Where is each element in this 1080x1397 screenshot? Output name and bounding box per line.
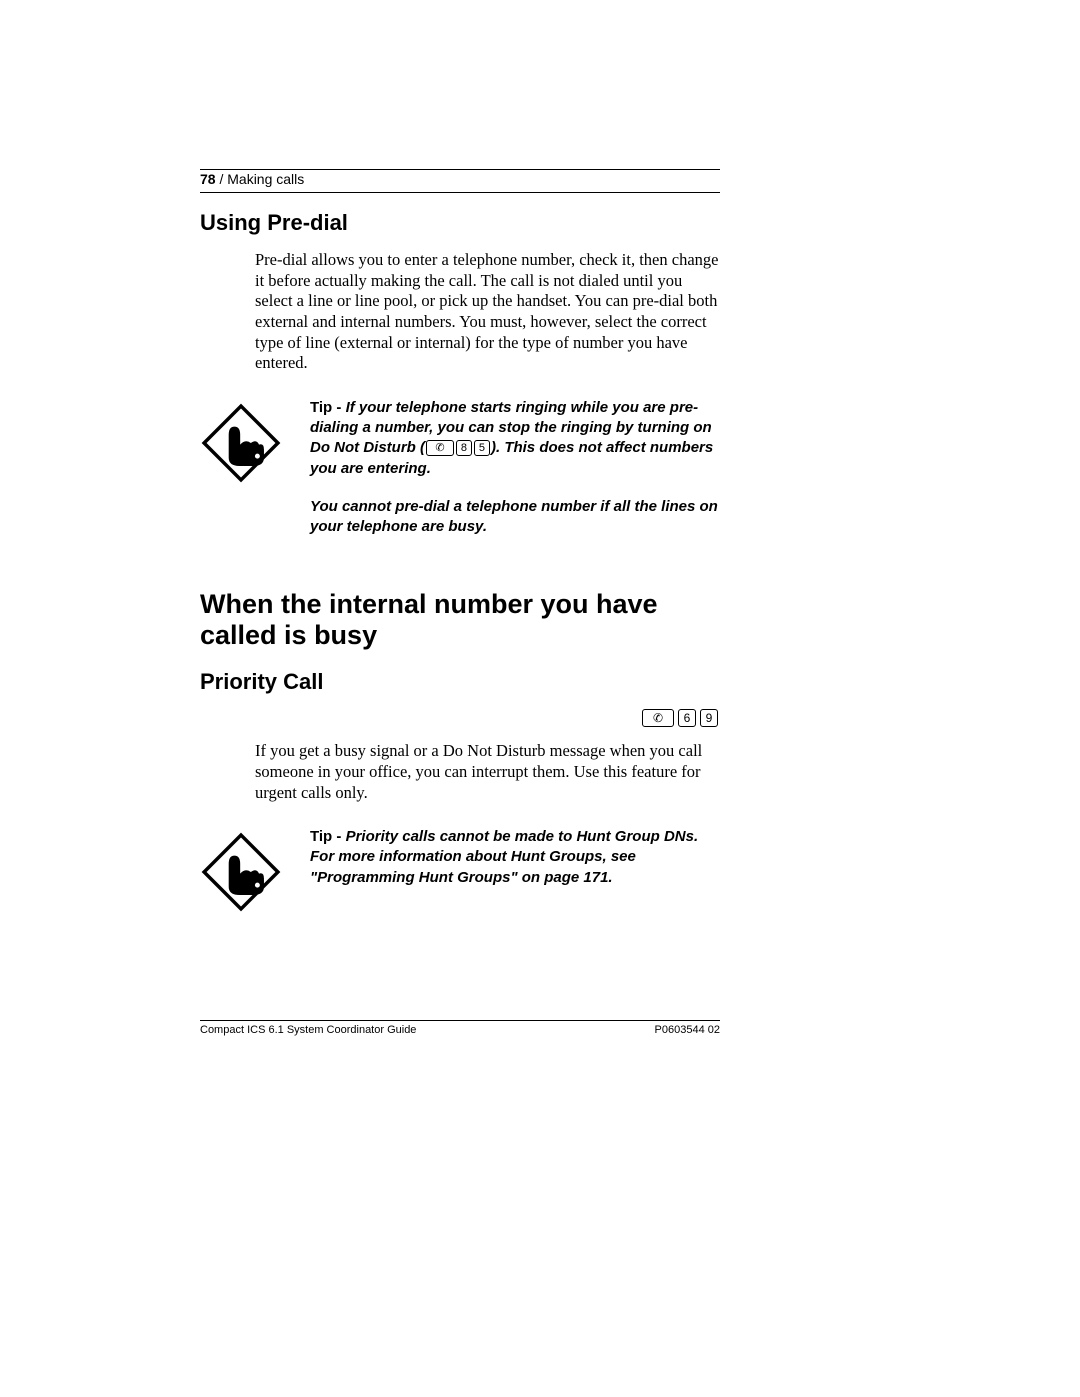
page-number: 78: [200, 171, 216, 187]
tip-2-text: Tip - Priority calls cannot be made to H…: [310, 827, 720, 913]
heading-priority-call: Priority Call: [200, 669, 720, 695]
heading-using-pre-dial: Using Pre-dial: [200, 210, 720, 236]
header-section: Making calls: [227, 171, 304, 187]
tip-hand-icon: [200, 402, 310, 484]
tip-2: Tip - Priority calls cannot be made to H…: [200, 827, 720, 913]
page-content: Using Pre-dial Pre-dial allows you to en…: [200, 210, 720, 913]
priority-call-body: If you get a busy signal or a Do Not Dis…: [255, 741, 720, 803]
footer-rule: [200, 1020, 720, 1021]
priority-call-keys: ✆ 6 9: [200, 709, 720, 727]
keycap-9: 9: [700, 709, 718, 727]
footer-right: P0603544 02: [655, 1024, 720, 1036]
header-rule-bottom: [200, 192, 720, 193]
header-separator: /: [216, 171, 228, 187]
keycap-8: 8: [456, 440, 472, 456]
tip-icon-col: [200, 398, 310, 538]
feature-key-icon: ✆: [642, 709, 674, 727]
keycap-5: 5: [474, 440, 490, 456]
header-rule-top: [200, 169, 720, 170]
tip-1-text: Tip - If your telephone starts ringing w…: [310, 398, 720, 538]
tip-icon-col: [200, 827, 310, 913]
feature-key-icon: ✆: [426, 440, 454, 456]
footer-left: Compact ICS 6.1 System Coordinator Guide: [200, 1024, 416, 1036]
tip-1-para2: You cannot pre-dial a telephone number i…: [310, 497, 720, 538]
page-header: 78 / Making calls: [200, 171, 304, 187]
predial-body: Pre-dial allows you to enter a telephone…: [255, 250, 720, 374]
tip-1: Tip - If your telephone starts ringing w…: [200, 398, 720, 538]
keycap-6: 6: [678, 709, 696, 727]
tip-1-label: Tip -: [310, 399, 346, 416]
heading-when-busy: When the internal number you have called…: [200, 589, 720, 651]
tip-2-label: Tip -: [310, 828, 346, 845]
tip-hand-icon: [200, 831, 310, 913]
tip-2-body: Priority calls cannot be made to Hunt Gr…: [310, 828, 698, 886]
